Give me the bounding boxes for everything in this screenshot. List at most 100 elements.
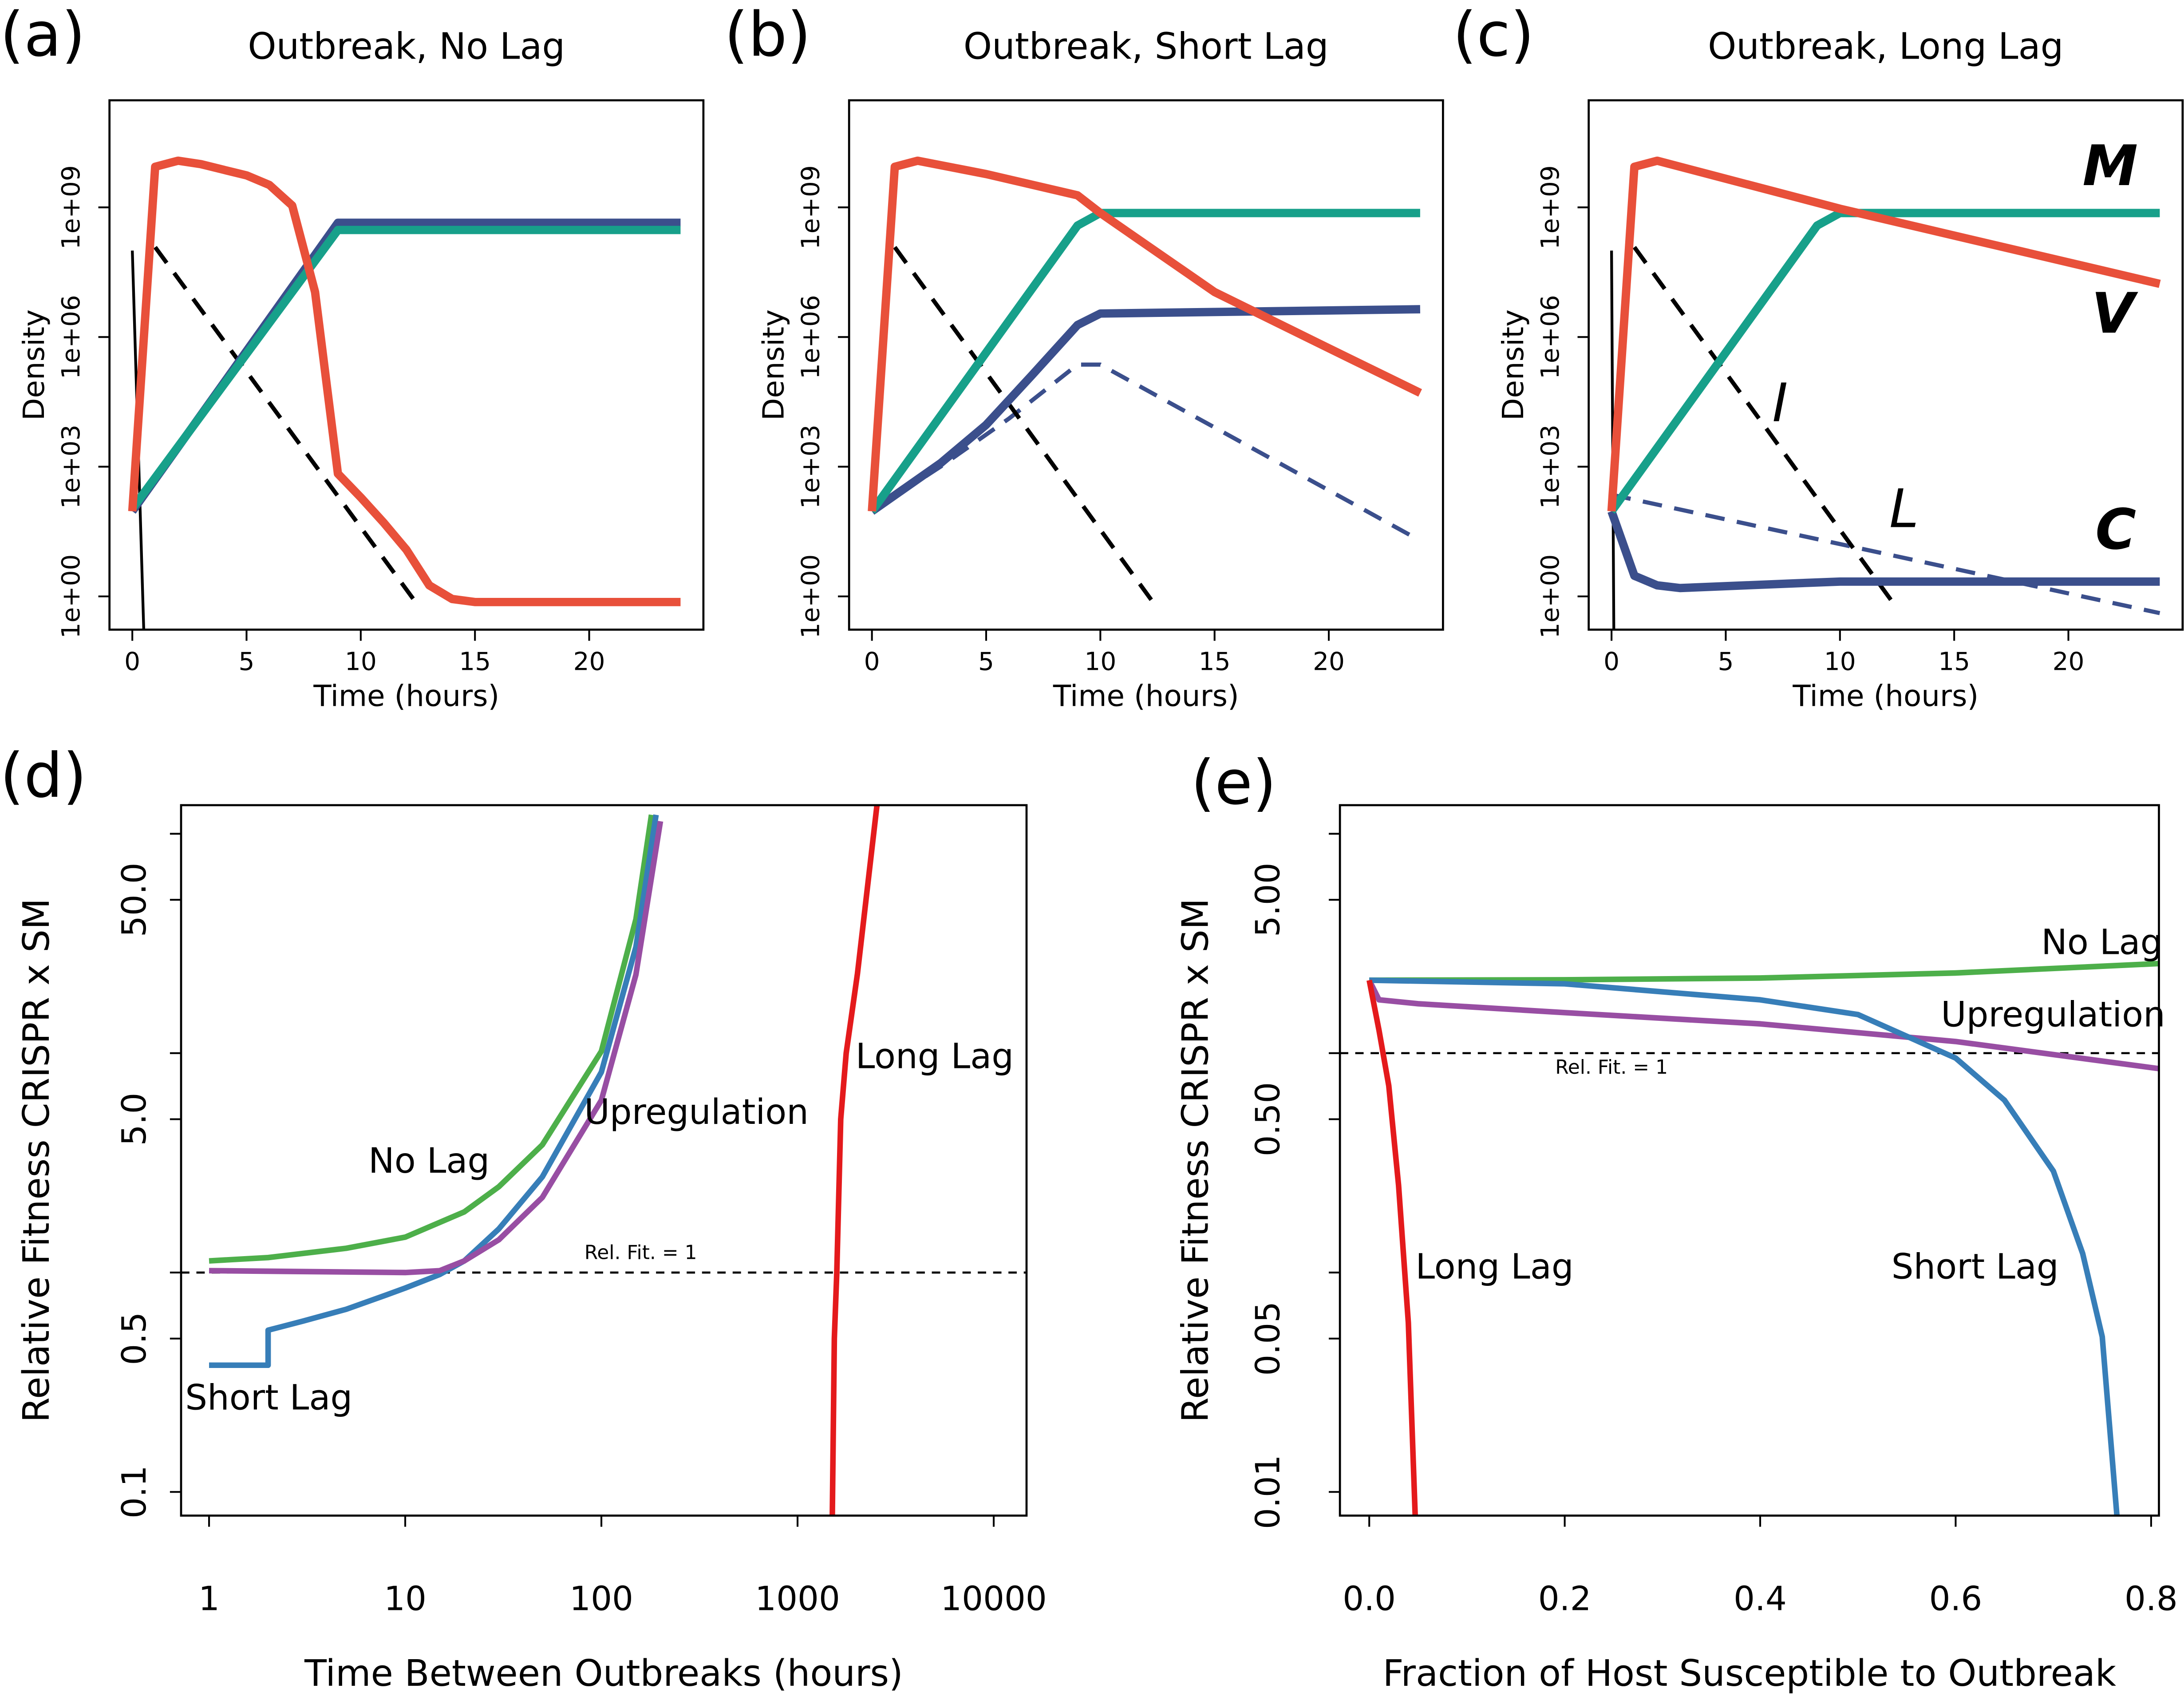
y-tick-label: 1e+03: [1536, 425, 1565, 509]
y-tick-label: 1e+09: [57, 165, 86, 249]
series-label: No Lag: [2041, 921, 2162, 962]
series-label: L: [1889, 478, 1919, 540]
x-tick-label: 0.0: [1343, 1579, 1396, 1618]
y-tick-label: 1e+00: [796, 554, 825, 639]
x-tick-label: 20: [2053, 648, 2085, 676]
y-tick-label: 1e+03: [57, 425, 86, 509]
x-tick-label: 10: [345, 648, 377, 676]
y-tick-label: 1e+06: [796, 295, 825, 379]
y-tick-label: 0.5: [115, 1312, 154, 1365]
x-tick-label: 10: [384, 1579, 427, 1618]
y-tick-label: 5.0: [115, 1093, 154, 1146]
series-line: [1607, 156, 2161, 512]
series-line: [129, 225, 681, 511]
x-tick-label: 10: [1084, 648, 1116, 676]
y-axis-label: Density: [1496, 309, 1530, 421]
plot-frame: [1588, 99, 2184, 631]
x-tick-label: 0: [1603, 648, 1619, 676]
y-axis-label: Relative Fitness CRISPR x SM: [16, 898, 58, 1423]
y-tick-label: 1e+03: [796, 425, 825, 509]
y-tick-label: 1e+06: [1536, 295, 1565, 379]
x-axis-label: Time (hours): [313, 679, 499, 713]
y-axis-label: Relative Fitness CRISPR x SM: [1174, 898, 1216, 1423]
series-line: [209, 814, 659, 1368]
series-line: [209, 814, 655, 1264]
series-line: [1632, 246, 1895, 604]
x-tick-label: 10000: [940, 1579, 1047, 1618]
x-tick-label: 1: [198, 1579, 220, 1618]
x-axis-label: Fraction of Host Susceptible to Outbreak: [1383, 1653, 2117, 1695]
panel-label: (c): [1453, 0, 1534, 70]
panel: (d) 1 10 100 1000 10000 0.1 0.5 5.0 50.0 Time Betw…: [0, 740, 1047, 1695]
y-tick-label: 0.50: [1248, 1082, 1287, 1157]
x-tick-label: 1000: [755, 1579, 840, 1618]
panel: (c) Outbreak, Long Lag 0 5 10 15 20 1e+00 1e+03 1…: [1453, 0, 2184, 713]
series-label: Long Lag: [1415, 1246, 1573, 1287]
series-line: [829, 805, 880, 1516]
panel: (e) 0.0 0.2 0.4 0.6 0.8 0.01 0.05 0.50 5.00 Fracti…: [1174, 747, 2177, 1695]
x-tick-label: 15: [1938, 648, 1970, 676]
series-line: [868, 156, 1422, 512]
panel-title: Outbreak, No Lag: [248, 25, 565, 67]
x-tick-label: 5: [1718, 648, 1734, 676]
panel: (b) Outbreak, Short Lag 0 5 10 15 20 1e+00 1e+03…: [724, 0, 1444, 713]
x-tick-label: 100: [569, 1579, 633, 1618]
x-axis-label: Time (hours): [1053, 679, 1239, 713]
panel-label: (d): [0, 740, 87, 811]
y-tick-label: 1e+06: [57, 295, 86, 379]
series-label: V: [2091, 281, 2138, 346]
series-line: [868, 209, 1420, 514]
x-tick-label: 15: [459, 648, 491, 676]
y-axis-label: Density: [17, 309, 51, 421]
x-tick-label: 0: [864, 648, 880, 676]
y-axis-label: Density: [756, 309, 790, 421]
x-tick-label: 0: [124, 648, 140, 676]
series-group: [209, 805, 880, 1516]
series-line: [893, 246, 1155, 604]
series-label: Short Lag: [1892, 1246, 2059, 1287]
plot-frame: [108, 99, 705, 631]
series-label: M: [2082, 133, 2138, 198]
series-group: [868, 156, 1422, 604]
x-axis-label: Time (hours): [1792, 679, 1979, 713]
plot-frame: [848, 99, 1444, 631]
series-line: [1608, 209, 2160, 514]
y-tick-label: 1e+09: [1536, 165, 1565, 249]
plot-frame: [180, 804, 1028, 1517]
series-line: [129, 218, 681, 514]
x-tick-label: 10: [1824, 648, 1856, 676]
series-group: [1366, 961, 2159, 1516]
reference-label: Rel. Fit. = 1: [585, 1241, 697, 1264]
x-tick-label: 20: [1313, 648, 1345, 676]
series-label: Upregulation: [1941, 994, 2165, 1035]
y-tick-label: 1e+00: [1536, 554, 1565, 639]
panel: (a) Outbreak, No Lag 0 5 10 15 20 1e+00 1e+03 1e+…: [0, 0, 705, 713]
series-line: [1366, 979, 2159, 1071]
series-label: Short Lag: [185, 1377, 352, 1418]
y-tick-label: 5.00: [1248, 862, 1287, 937]
series-label: I: [1772, 372, 1788, 434]
series-line: [1611, 492, 2160, 615]
x-tick-label: 0.6: [1929, 1579, 1983, 1618]
series-group: [1607, 156, 2161, 630]
y-tick-label: 0.05: [1248, 1301, 1287, 1376]
x-tick-label: 5: [239, 648, 255, 676]
series-line: [1366, 980, 1418, 1516]
series-line: [1369, 977, 2120, 1516]
series-group: [128, 156, 681, 630]
x-tick-label: 0.4: [1734, 1579, 1787, 1618]
series-line: [153, 246, 418, 604]
y-tick-label: 1e+09: [796, 165, 825, 249]
plot-frame: [1339, 804, 2160, 1517]
series-label: Upregulation: [584, 1091, 809, 1132]
series-line: [1369, 961, 2159, 983]
x-tick-label: 0.8: [2125, 1579, 2178, 1618]
panel-title: Outbreak, Short Lag: [964, 25, 1329, 67]
x-tick-label: 5: [978, 648, 994, 676]
series-line: [869, 305, 1421, 515]
y-tick-label: 50.0: [115, 862, 154, 937]
panel-label: (b): [724, 0, 811, 70]
panel-label: (a): [0, 0, 85, 70]
